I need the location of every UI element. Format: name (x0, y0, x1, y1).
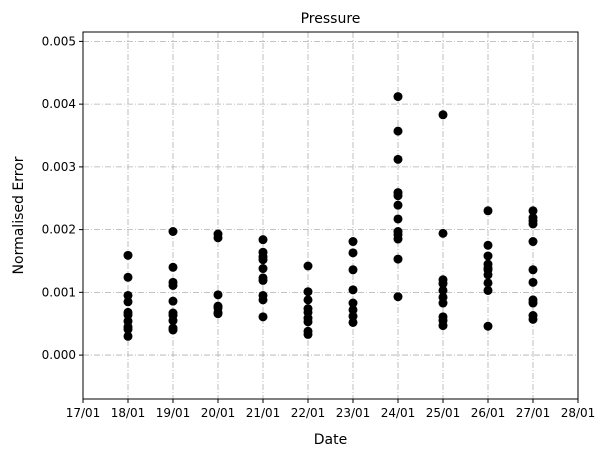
data-point (123, 310, 133, 320)
x-tick-label: 24/01 (381, 406, 416, 420)
data-point (528, 237, 538, 247)
data-point (438, 321, 448, 331)
data-point (258, 235, 268, 245)
data-point (348, 285, 358, 295)
x-tick-label: 25/01 (426, 406, 461, 420)
data-point (303, 287, 313, 297)
data-point (123, 297, 133, 307)
data-point (168, 280, 178, 290)
data-point (528, 265, 538, 275)
data-point (483, 278, 493, 288)
data-point (483, 270, 493, 280)
data-point (348, 311, 358, 321)
data-point (213, 290, 223, 300)
x-tick-label: 23/01 (336, 406, 371, 420)
y-axis-ticks: 0.000 0.001 0.002 0.003 0.004 0.005 (42, 34, 83, 362)
y-tick-label: 0.002 (42, 223, 76, 237)
data-point (393, 234, 403, 244)
data-point (483, 321, 493, 331)
data-point (258, 255, 268, 265)
data-point (483, 240, 493, 250)
data-point (393, 154, 403, 164)
data-point (168, 262, 178, 272)
data-point (393, 214, 403, 224)
data-point (483, 251, 493, 261)
data-point (438, 228, 448, 238)
data-point (438, 279, 448, 289)
data-point (528, 219, 538, 229)
x-tick-label: 27/01 (516, 406, 551, 420)
data-point (303, 295, 313, 305)
data-point (528, 298, 538, 308)
x-axis-ticks: 17/01 18/01 19/01 20/01 21/01 22/01 23/01 24/01… (66, 399, 596, 420)
data-point (393, 191, 403, 201)
data-point (438, 110, 448, 120)
data-point (123, 272, 133, 282)
data-point (123, 250, 133, 260)
data-point (483, 206, 493, 216)
data-point (303, 329, 313, 339)
y-tick-label: 0.004 (42, 97, 76, 111)
data-point (258, 295, 268, 305)
x-tick-label: 28/01 (561, 406, 596, 420)
x-tick-label: 20/01 (201, 406, 236, 420)
data-point (213, 309, 223, 319)
x-tick-label: 26/01 (471, 406, 506, 420)
data-point (168, 316, 178, 326)
data-point (303, 317, 313, 327)
x-tick-label: 19/01 (156, 406, 191, 420)
x-tick-label: 18/01 (111, 406, 146, 420)
y-axis-label: Normalised Error (11, 156, 27, 274)
chart-title: Pressure (301, 11, 361, 27)
data-point (258, 275, 268, 285)
x-tick-label: 21/01 (246, 406, 281, 420)
data-point (123, 290, 133, 300)
y-tick-label: 0.005 (42, 34, 76, 48)
data-point (393, 254, 403, 264)
data-point (528, 277, 538, 287)
data-point (168, 226, 178, 236)
data-point (483, 285, 493, 295)
data-point (303, 261, 313, 271)
data-point (348, 317, 358, 327)
data-point (123, 331, 133, 341)
data-point (348, 248, 358, 258)
data-point (528, 314, 538, 324)
data-points (123, 92, 538, 341)
data-point (348, 305, 358, 315)
data-point (123, 324, 133, 334)
data-point (438, 285, 448, 295)
data-point (528, 206, 538, 216)
data-point (393, 200, 403, 210)
data-point (393, 92, 403, 102)
data-point (438, 298, 448, 308)
x-tick-label: 17/01 (66, 406, 101, 420)
x-tick-label: 22/01 (291, 406, 326, 420)
data-point (393, 292, 403, 302)
data-point (348, 298, 358, 308)
data-point (258, 264, 268, 274)
y-tick-label: 0.001 (42, 285, 76, 299)
data-point (348, 265, 358, 275)
data-point (213, 233, 223, 243)
y-tick-label: 0.003 (42, 160, 76, 174)
x-axis-label: Date (314, 432, 347, 448)
plot-frame (82, 31, 579, 400)
y-tick-label: 0.000 (42, 348, 76, 362)
data-point (258, 312, 268, 322)
data-point (393, 126, 403, 136)
data-point (348, 237, 358, 247)
data-point (168, 296, 178, 306)
data-point (168, 325, 178, 335)
